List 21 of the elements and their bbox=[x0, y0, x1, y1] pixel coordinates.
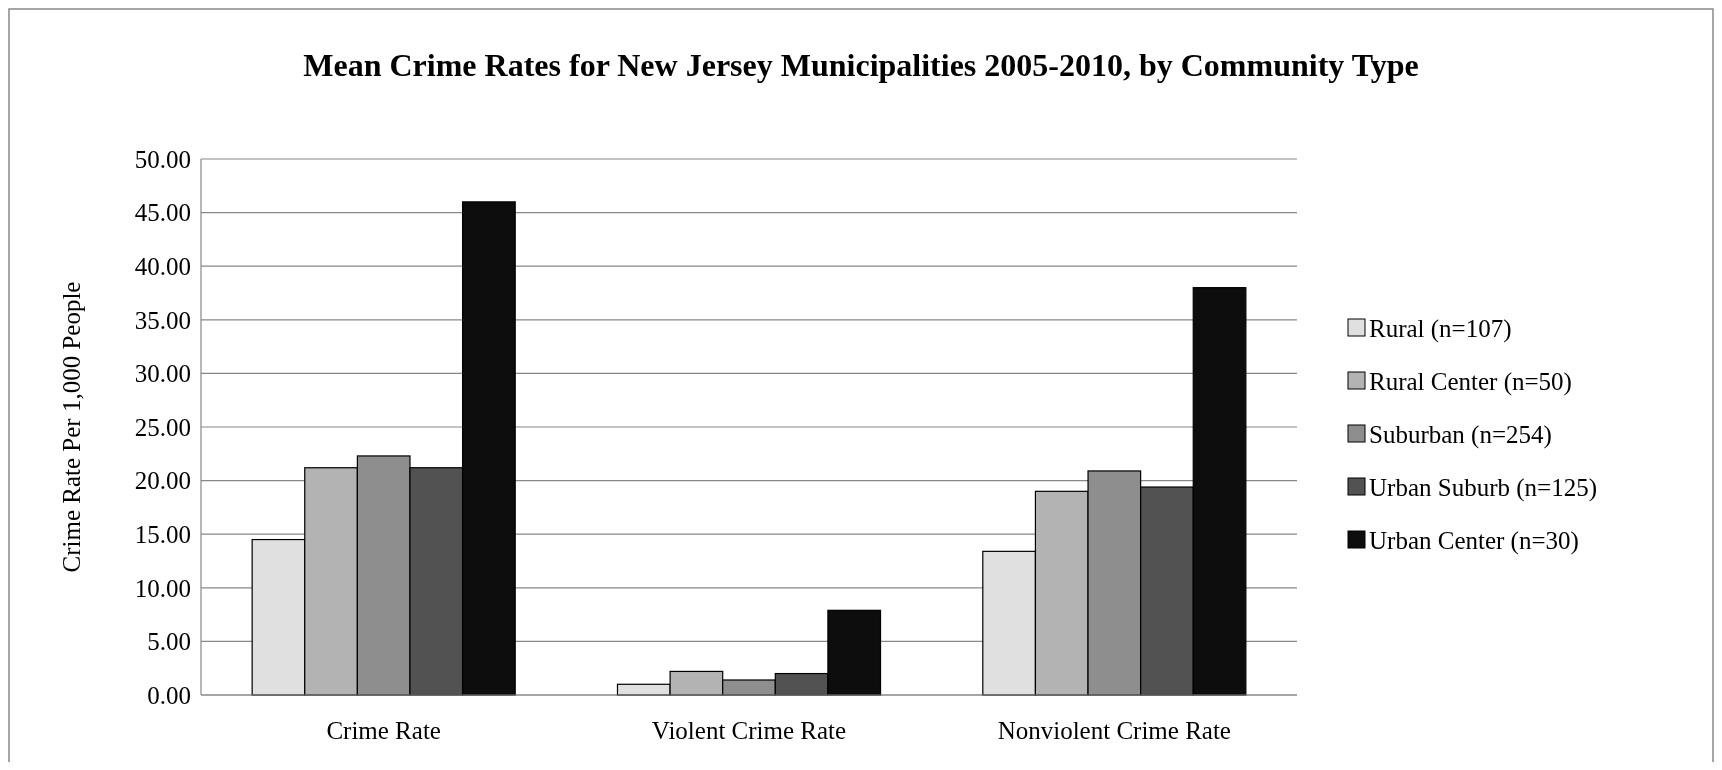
x-tick-label: Violent Crime Rate bbox=[651, 717, 847, 744]
y-tick-label: 40.00 bbox=[134, 252, 191, 280]
y-tick-label: 35.00 bbox=[134, 306, 191, 334]
y-tick-label: 20.00 bbox=[134, 467, 191, 495]
y-tick-label: 5.00 bbox=[147, 628, 191, 656]
legend-label: Rural (n=107) bbox=[1369, 314, 1512, 343]
y-axis-title: Crime Rate Per 1,000 People bbox=[58, 281, 85, 573]
y-tick-label: 50.00 bbox=[134, 145, 191, 173]
y-tick-label: 15.00 bbox=[134, 520, 191, 548]
x-tick-label: Crime Rate bbox=[326, 717, 441, 744]
legend-label: Urban Center (n=30) bbox=[1369, 526, 1579, 555]
y-tick-label: 45.00 bbox=[134, 199, 191, 227]
legend-label: Urban Suburb (n=125) bbox=[1369, 473, 1597, 502]
x-tick-label: Nonviolent Crime Rate bbox=[997, 717, 1231, 744]
legend-label: Suburban (n=254) bbox=[1369, 420, 1552, 449]
y-tick-label: 10.00 bbox=[134, 574, 191, 602]
y-tick-label: 25.00 bbox=[134, 413, 191, 441]
legend-label: Rural Center (n=50) bbox=[1369, 367, 1572, 396]
chart-title: Mean Crime Rates for New Jersey Municipalities 2005-2010, by Community Type bbox=[303, 47, 1419, 83]
y-tick-label: 30.00 bbox=[134, 360, 191, 388]
y-tick-label: 0.00 bbox=[147, 681, 191, 709]
